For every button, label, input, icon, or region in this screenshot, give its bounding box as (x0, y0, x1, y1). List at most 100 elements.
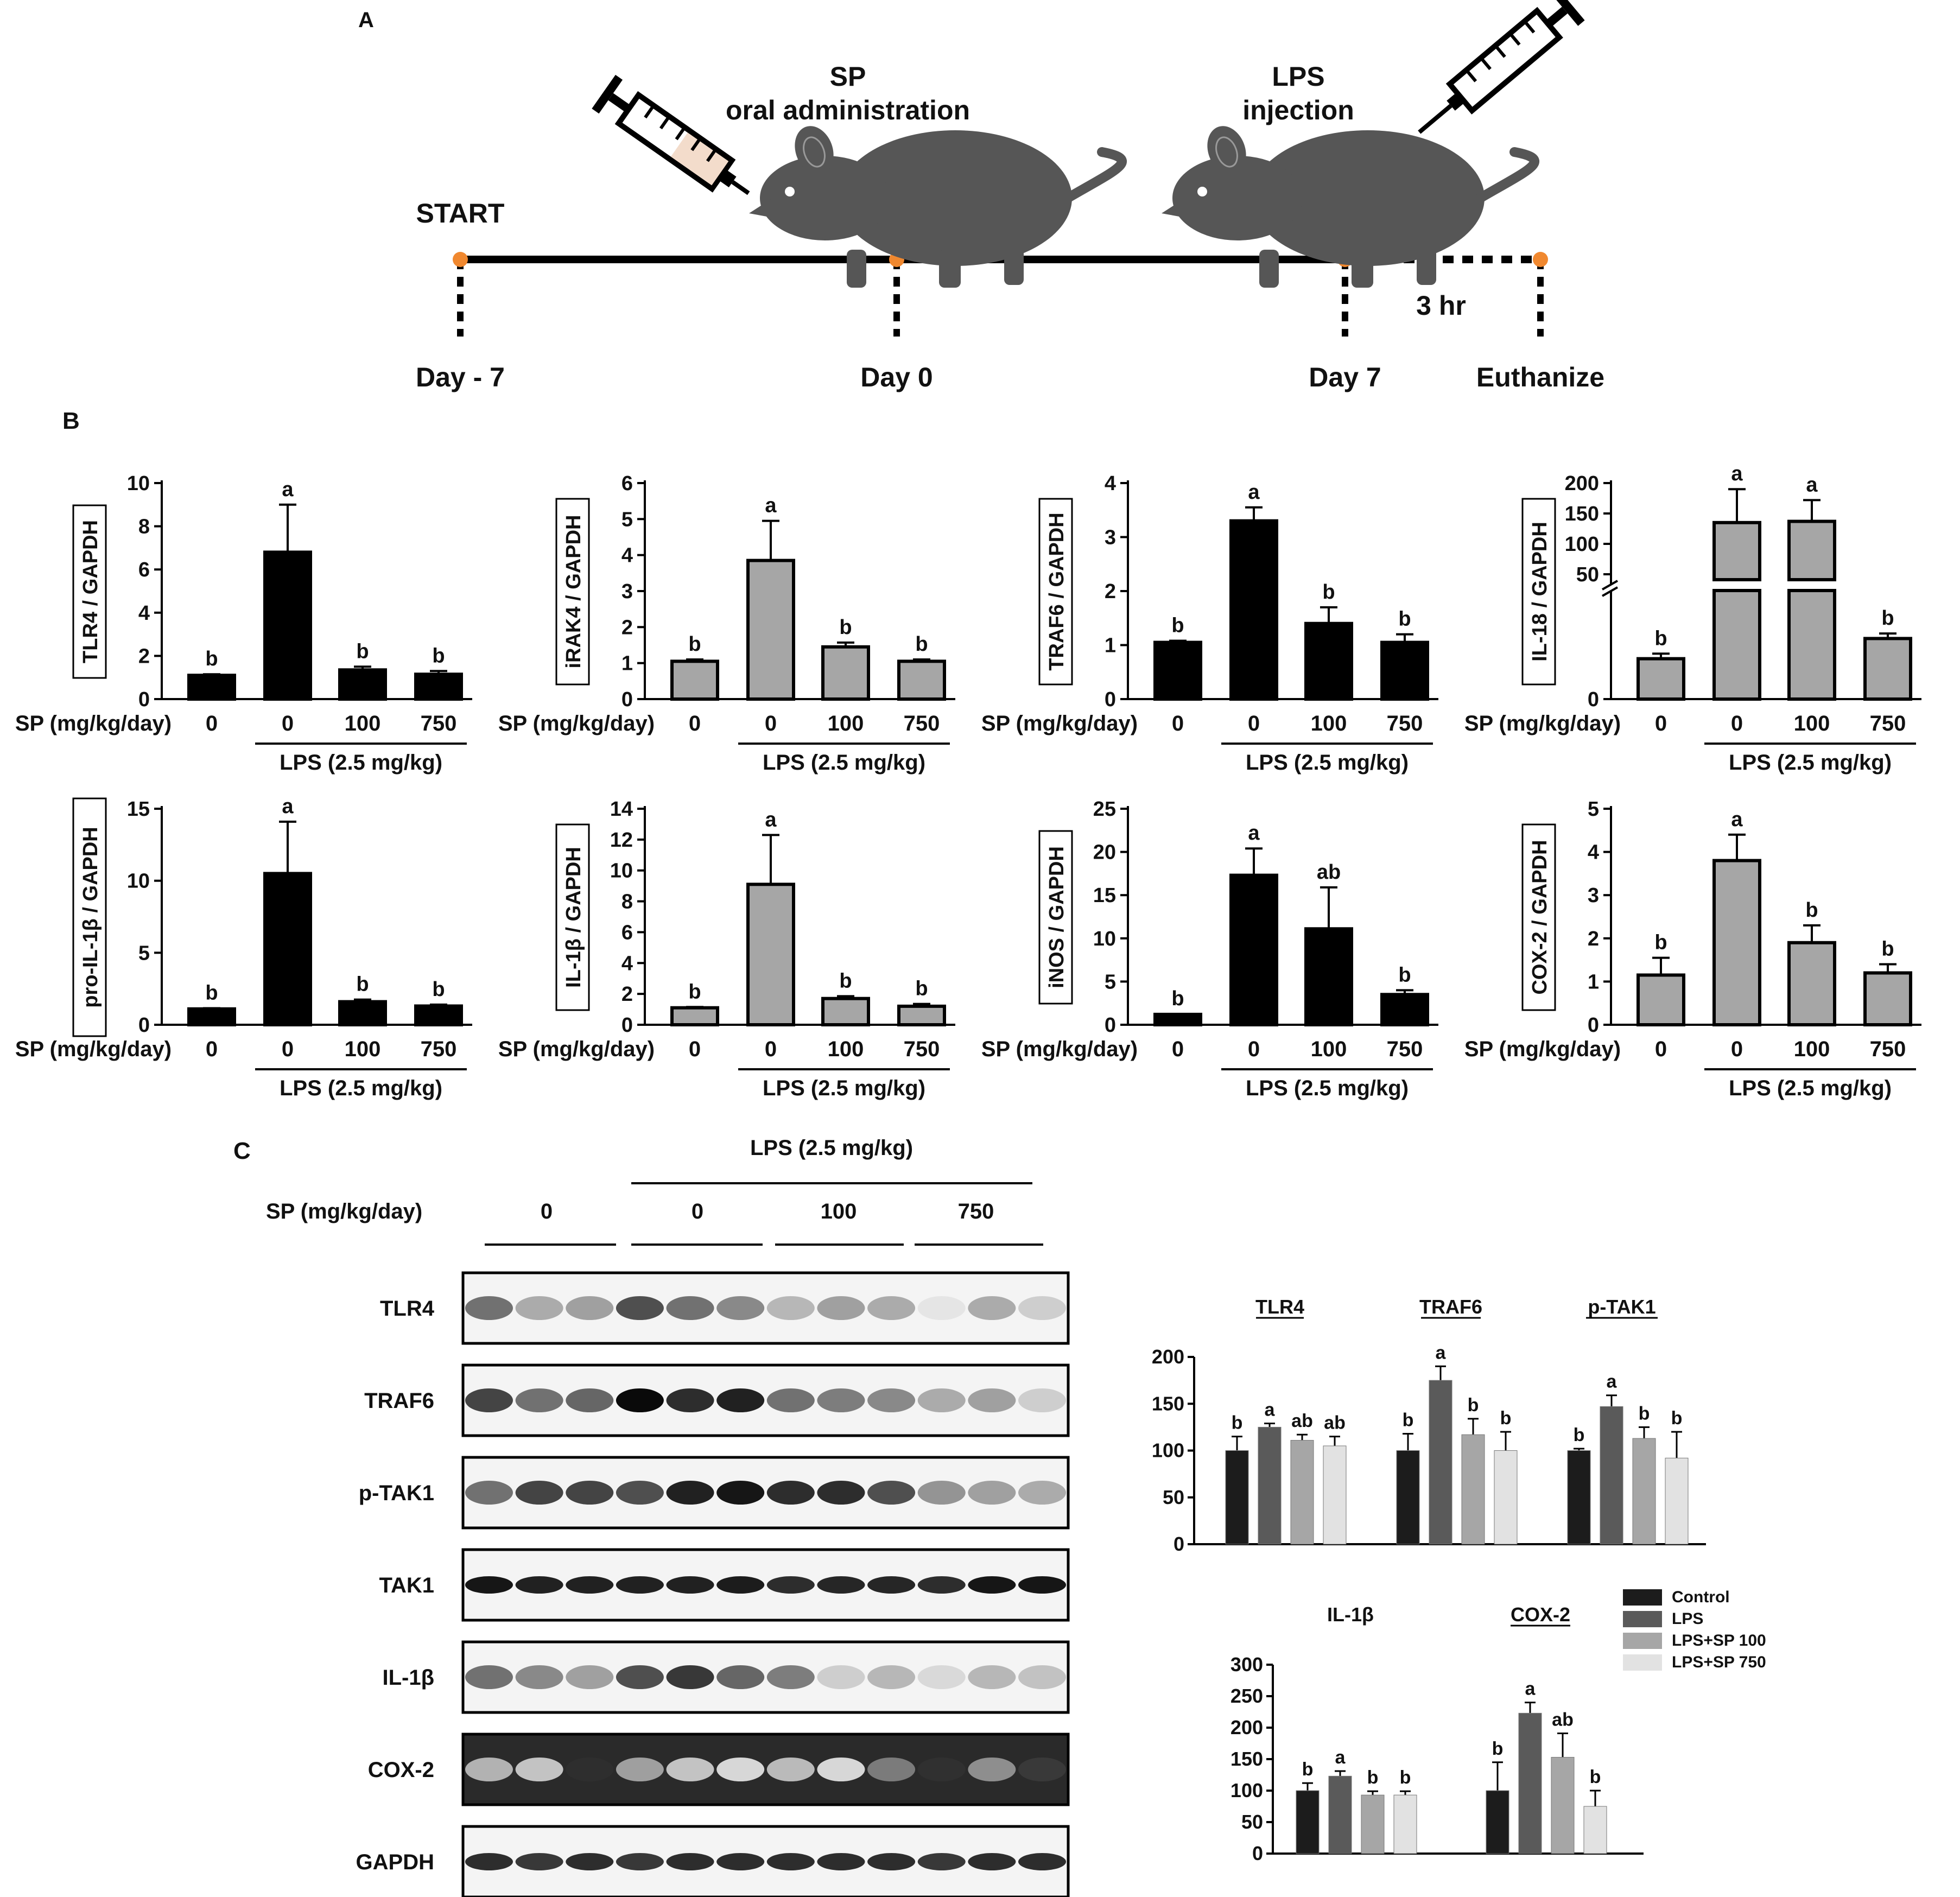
bar (1393, 1794, 1417, 1854)
y-tick-label: 0 (1105, 1014, 1116, 1037)
x-tick-label: 100 (345, 712, 381, 735)
bar (263, 872, 312, 1027)
panel-a-label: A (358, 8, 374, 32)
blot-band (917, 1853, 966, 1870)
y-tick-label: 50 (1241, 1811, 1263, 1833)
blot-band (666, 1665, 714, 1689)
significance-letter: b (1574, 1425, 1585, 1445)
significance-letter: b (205, 981, 218, 1004)
y-tick-label: 2 (1588, 928, 1599, 950)
bar (1396, 1450, 1420, 1545)
blot-frame (461, 1363, 1070, 1437)
blot-band (1018, 1665, 1066, 1689)
y-tick-label: 150 (1565, 503, 1599, 525)
blot-dose-label: 100 (821, 1200, 857, 1223)
significance-letter: a (765, 494, 777, 517)
blot-band (1018, 1481, 1066, 1505)
x-tick-label: 0 (765, 1037, 777, 1061)
blot-band (716, 1665, 765, 1689)
legend-label: Control (1672, 1588, 1730, 1606)
blot-frame (461, 1456, 1070, 1530)
blot-band (465, 1388, 513, 1412)
significance-letter: b (1171, 987, 1184, 1010)
y-tick-label: 4 (621, 952, 633, 975)
blot-band (716, 1481, 765, 1505)
y-tick-label: 1 (621, 652, 633, 675)
y-axis-label-group: TRAF6 / GAPDH (1038, 498, 1073, 686)
significance-letter: a (1265, 1399, 1276, 1420)
blot-row-label: TLR4 (380, 1297, 435, 1321)
legend: Control LPS LPS+SP 100 LPS+SP 750 (1623, 1588, 1766, 1671)
x-tick-label: 0 (282, 712, 294, 735)
blot-band (716, 1576, 765, 1594)
x-tick-label: 0 (1731, 1037, 1743, 1061)
significance-letter: b (1881, 607, 1894, 630)
blot-band (968, 1388, 1016, 1412)
bar (414, 672, 463, 701)
group-title: TRAF6 (1419, 1296, 1482, 1318)
y-tick-label: 200 (1152, 1346, 1184, 1368)
chart: pro-IL-1β / GAPDH 0 5 10 15 b 0 a 0 b 100 b 750 SP (m… (15, 795, 472, 1100)
blot-row: TLR4 (380, 1271, 1070, 1345)
y-axis-label: COX-2 / GAPDH (1528, 840, 1551, 994)
bar (670, 1006, 719, 1026)
axis-break-mask (1600, 584, 1622, 592)
x-tick-label: 750 (1387, 1037, 1423, 1061)
blot-band (766, 1576, 815, 1594)
bar (897, 659, 946, 701)
blot-band (515, 1481, 563, 1505)
chart: iRAK4 / GAPDH 0 1 2 3 4 5 6 b 0 a 0 b 100 b 750 SP (mg/k… (498, 472, 955, 775)
blot-band (968, 1853, 1016, 1870)
chart: IL-1β / GAPDH 0 2 4 6 8 10 12 14 b 0 a 0 b 100 b 750 SP (… (498, 798, 955, 1100)
duration-label: 3 hr (1416, 290, 1466, 321)
blot-band (616, 1758, 664, 1781)
blot-band (867, 1576, 916, 1594)
lps-group-label: LPS (2.5 mg/kg) (280, 751, 442, 775)
blot-band (968, 1576, 1016, 1594)
lps-group-label: LPS (2.5 mg/kg) (1729, 751, 1892, 775)
blot-row-label: IL-1β (382, 1666, 434, 1690)
blot-band (515, 1576, 563, 1594)
y-axis-label: TRAF6 / GAPDH (1045, 512, 1068, 670)
blot-band (917, 1388, 966, 1412)
blot-row-label: COX-2 (368, 1758, 434, 1782)
blot-frame (461, 1548, 1070, 1622)
significance-letter: b (432, 978, 445, 1001)
day-minus7-label: Day - 7 (416, 362, 505, 392)
y-tick-label: 250 (1230, 1685, 1263, 1707)
blot-dose-label: 0 (692, 1200, 703, 1223)
bar (1153, 640, 1202, 701)
significance-letter: b (1232, 1413, 1243, 1433)
significance-letter: b (1590, 1767, 1601, 1787)
y-tick-label: 200 (1565, 472, 1599, 495)
significance-letter: b (1468, 1395, 1479, 1416)
y-tick-label: 0 (1588, 688, 1599, 711)
bar (1636, 657, 1685, 701)
significance-letter: a (1335, 1747, 1346, 1768)
x-tick-label: 0 (765, 712, 777, 735)
x-tick-label: 0 (1172, 1037, 1184, 1061)
y-tick-label: 4 (1105, 472, 1116, 495)
blot-row: p-TAK1 (359, 1456, 1070, 1530)
bar (1486, 1790, 1509, 1854)
significance-letter: b (1654, 627, 1667, 650)
blot-band (917, 1576, 966, 1594)
y-tick-label: 5 (1105, 970, 1116, 993)
significance-letter: b (915, 978, 928, 1000)
y-tick-label: 15 (1093, 884, 1116, 907)
y-axis-label-group: COX-2 / GAPDH (1521, 823, 1556, 1011)
x-tick-label: 750 (904, 1037, 940, 1061)
significance-letter: a (1248, 822, 1260, 845)
x-tick-label: 100 (345, 1037, 381, 1061)
x-tick-label: 0 (1655, 1037, 1667, 1061)
y-axis-label-box (72, 504, 107, 679)
bar (1636, 973, 1685, 1026)
blot-band (515, 1665, 563, 1689)
blot-band (1018, 1758, 1066, 1781)
legend-swatch-lps-sp100 (1623, 1633, 1662, 1649)
significance-letter: b (1398, 608, 1411, 631)
blot-band (666, 1296, 714, 1320)
blot-dose-label: 750 (958, 1200, 994, 1223)
y-axis-label-box (1521, 498, 1556, 686)
bar (821, 997, 870, 1026)
